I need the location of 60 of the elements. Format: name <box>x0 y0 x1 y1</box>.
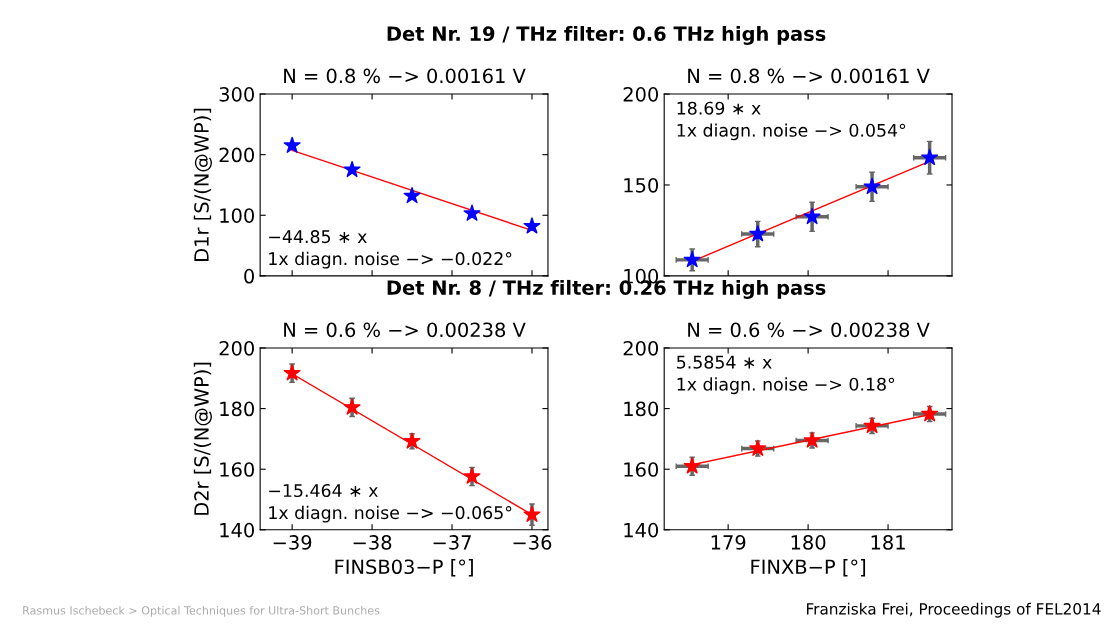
point <box>343 160 361 178</box>
point <box>803 207 821 225</box>
point <box>921 148 939 166</box>
chart-subtitle: N = 0.6 % −> 0.00238 V <box>688 322 930 338</box>
x-tick-label: 180 <box>791 535 826 550</box>
text: Rasmus Ischebeck > Optical Techniques for Ultra-Short Bunches <box>23 606 380 617</box>
chart-subtitle: N = 0.8 % −> 0.00161 V <box>284 68 526 84</box>
y-tick-label: 200 <box>623 340 659 356</box>
y-tick-label: 160 <box>220 462 254 477</box>
y-tick-label: 180 <box>624 401 659 417</box>
text: Det Nr. 19 / THz filter: 0.6 THz high pass <box>387 25 826 45</box>
y-tick-label: 150 <box>624 177 659 193</box>
y-tick-label: 200 <box>623 87 659 102</box>
x-axis-title: FINSB03−P [°] <box>335 559 473 577</box>
y-tick-label: 100 <box>220 208 254 223</box>
y-axis-title: D1r [S/(N@WP)] <box>193 108 212 261</box>
annotation: 5.5854 ∗ x <box>677 355 772 369</box>
y-tick-label: 180 <box>220 401 254 417</box>
point <box>463 204 481 221</box>
point <box>463 467 481 484</box>
annotation: −44.85 ∗ x <box>269 230 367 244</box>
point <box>803 431 821 448</box>
y-tick-label: 300 <box>219 87 254 102</box>
x-tick-label: 181 <box>871 535 905 550</box>
point <box>863 177 881 195</box>
x-tick-label: 179 <box>711 535 746 550</box>
y-tick-label: 200 <box>219 340 254 356</box>
point <box>749 225 767 242</box>
x-tick-label: −36 <box>513 535 552 550</box>
text: Franziska Frei, Proceedings of FEL2014 <box>806 602 1101 618</box>
point <box>283 364 301 381</box>
annotation: 1x diagn. noise −> −0.065° <box>269 505 512 523</box>
y-tick-label: 0 <box>244 268 254 284</box>
x-tick-label: −38 <box>353 535 392 550</box>
annotation: 1x diagn. noise −> 0.054° <box>677 123 906 141</box>
point <box>523 505 541 523</box>
point <box>283 136 301 153</box>
point <box>749 439 767 456</box>
point <box>403 186 421 204</box>
point <box>921 405 939 422</box>
x-tick-label: −39 <box>273 535 312 550</box>
y-tick-label: 200 <box>219 147 254 163</box>
y-axis-title: D2r [S/(N@WP)] <box>193 362 212 515</box>
annotation: −15.464 ∗ x <box>269 483 378 498</box>
y-tick-label: 160 <box>624 462 659 477</box>
chart-subtitle: N = 0.6 % −> 0.00238 V <box>284 322 526 338</box>
point <box>683 457 701 474</box>
annotation: 18.69 ∗ x <box>677 101 761 115</box>
x-axis-title: FINXB−P [°] <box>751 559 866 577</box>
point <box>343 398 361 415</box>
y-tick-label: 140 <box>220 522 254 538</box>
annotation: 1x diagn. noise −> −0.022° <box>269 251 512 269</box>
point <box>863 416 881 434</box>
annotation: 1x diagn. noise −> 0.18° <box>677 377 895 395</box>
point <box>683 250 701 268</box>
y-tick-label: 140 <box>624 522 659 538</box>
point <box>523 217 541 234</box>
point <box>403 432 421 449</box>
chart-subtitle: N = 0.8 % −> 0.00161 V <box>688 68 930 84</box>
x-tick-label: −37 <box>433 535 471 550</box>
